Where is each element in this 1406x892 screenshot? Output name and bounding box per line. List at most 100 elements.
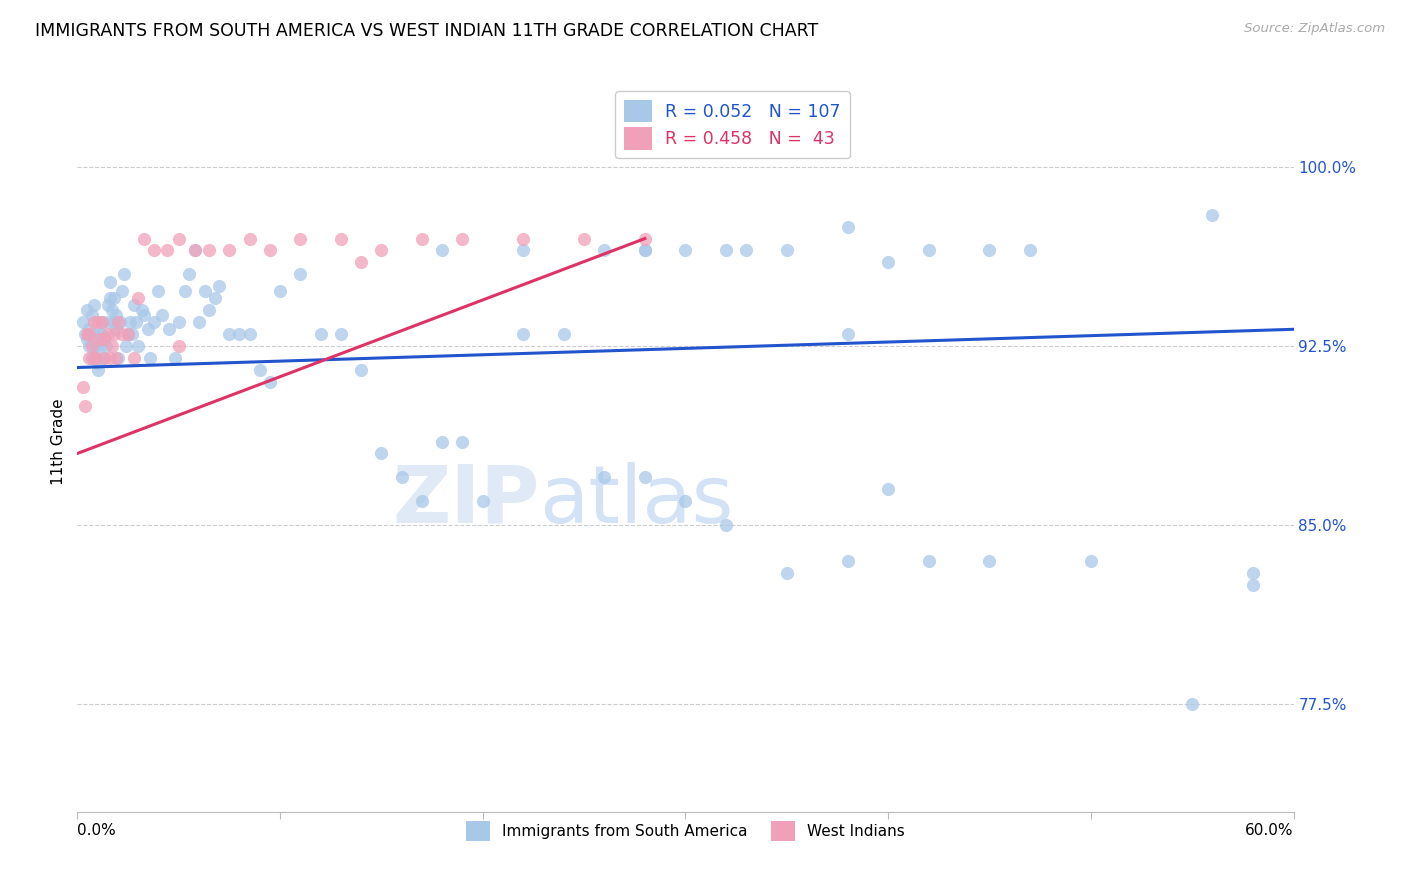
Point xyxy=(329,231,352,245)
Point xyxy=(157,322,180,336)
Point xyxy=(167,315,190,329)
Point xyxy=(370,244,392,258)
Point xyxy=(675,244,697,258)
Point xyxy=(75,399,97,413)
Point xyxy=(104,351,127,365)
Point xyxy=(350,255,373,269)
Point xyxy=(979,554,1001,568)
Point xyxy=(163,351,186,365)
Point xyxy=(735,244,758,258)
Point xyxy=(430,434,453,449)
Point xyxy=(148,284,170,298)
Point xyxy=(127,291,149,305)
Point xyxy=(139,351,162,365)
Point xyxy=(76,303,98,318)
Point xyxy=(188,315,211,329)
Point xyxy=(512,231,534,245)
Point xyxy=(98,275,121,289)
Point xyxy=(167,339,190,353)
Point xyxy=(204,291,226,305)
Point xyxy=(84,351,107,365)
Point xyxy=(239,327,262,342)
Point xyxy=(198,303,221,318)
Point xyxy=(714,518,737,533)
Point xyxy=(115,339,138,353)
Point xyxy=(350,363,373,377)
Point xyxy=(714,244,737,258)
Point xyxy=(1019,244,1042,258)
Point xyxy=(1241,566,1264,580)
Point xyxy=(104,308,127,322)
Point xyxy=(79,327,101,342)
Point xyxy=(93,351,115,365)
Point xyxy=(111,284,134,298)
Point xyxy=(83,298,105,312)
Point xyxy=(79,322,101,336)
Point xyxy=(93,351,115,365)
Point xyxy=(572,231,595,245)
Point xyxy=(83,351,105,365)
Point xyxy=(93,332,115,346)
Point xyxy=(90,315,112,329)
Point xyxy=(290,231,312,245)
Text: ZIP: ZIP xyxy=(392,462,540,540)
Point xyxy=(249,363,271,377)
Point xyxy=(228,327,250,342)
Point xyxy=(391,470,413,484)
Point xyxy=(122,351,145,365)
Point xyxy=(79,351,101,365)
Point xyxy=(259,375,281,389)
Point xyxy=(89,332,111,346)
Point xyxy=(136,322,159,336)
Legend: Immigrants from South America, West Indians: Immigrants from South America, West Indi… xyxy=(458,814,912,848)
Point xyxy=(79,339,101,353)
Point xyxy=(125,315,148,329)
Point xyxy=(104,322,127,336)
Point xyxy=(837,219,859,234)
Point xyxy=(471,494,494,508)
Point xyxy=(121,327,143,342)
Point xyxy=(72,315,94,329)
Point xyxy=(108,315,131,329)
Point xyxy=(103,327,125,342)
Point xyxy=(143,244,166,258)
Point xyxy=(411,231,433,245)
Point xyxy=(155,244,177,258)
Point xyxy=(134,308,156,322)
Point xyxy=(103,291,125,305)
Point xyxy=(198,244,221,258)
Point xyxy=(86,356,108,370)
Point xyxy=(1241,578,1264,592)
Point xyxy=(90,327,112,342)
Point xyxy=(117,327,139,342)
Point xyxy=(411,494,433,508)
Point xyxy=(837,327,859,342)
Point xyxy=(83,315,105,329)
Point xyxy=(131,303,153,318)
Point xyxy=(239,231,262,245)
Point xyxy=(218,244,240,258)
Point xyxy=(80,339,103,353)
Point xyxy=(173,284,195,298)
Point xyxy=(86,315,108,329)
Point xyxy=(76,327,98,342)
Point xyxy=(1080,554,1102,568)
Point xyxy=(101,303,124,318)
Point xyxy=(512,244,534,258)
Point xyxy=(593,470,616,484)
Point xyxy=(634,231,657,245)
Point xyxy=(259,244,281,258)
Point xyxy=(117,327,139,342)
Point xyxy=(80,351,103,365)
Point xyxy=(269,284,291,298)
Point xyxy=(593,244,616,258)
Point xyxy=(290,268,312,282)
Point xyxy=(112,268,135,282)
Point xyxy=(177,268,200,282)
Text: 60.0%: 60.0% xyxy=(1246,822,1294,838)
Point xyxy=(143,315,166,329)
Point xyxy=(72,379,94,393)
Point xyxy=(75,327,97,342)
Point xyxy=(370,446,392,460)
Point xyxy=(776,566,799,580)
